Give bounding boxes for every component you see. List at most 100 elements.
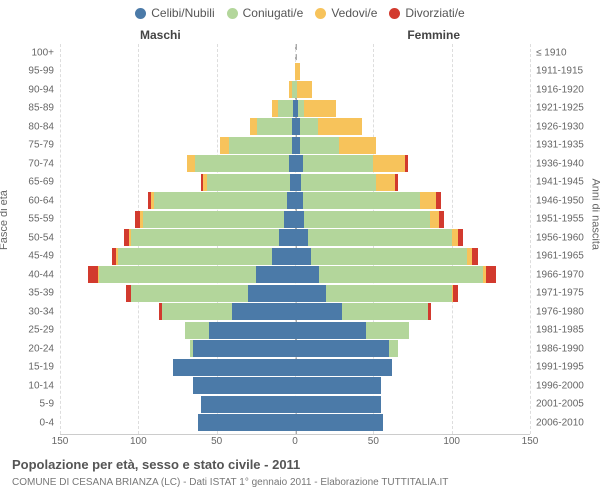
bar-segment-single	[232, 303, 295, 320]
bar-segment-single	[272, 248, 296, 265]
age-label: 75-79	[28, 140, 54, 151]
gridline	[530, 44, 531, 434]
pyramid-row: 80-841926-1930	[60, 118, 530, 135]
age-label: 70-74	[28, 158, 54, 169]
bar-segment-single	[201, 396, 295, 413]
birth-year-label: 1941-1945	[536, 177, 584, 188]
bar-segment-married	[308, 229, 452, 246]
age-label: 85-89	[28, 103, 54, 114]
female-bar	[295, 211, 530, 228]
bar-segment-single	[295, 322, 366, 339]
bar-segment-widowed	[430, 211, 439, 228]
bar-segment-widowed	[376, 174, 395, 191]
legend-label: Celibi/Nubili	[151, 6, 214, 20]
x-tick-label: 0	[292, 436, 298, 447]
legend-swatch	[227, 8, 238, 19]
age-label: 65-69	[28, 177, 54, 188]
male-bar	[60, 303, 295, 320]
bar-segment-widowed	[220, 137, 229, 154]
female-bar	[295, 377, 530, 394]
bar-segment-married	[131, 229, 280, 246]
birth-year-label: 1961-1965	[536, 251, 584, 262]
pyramid-row: 5-92001-2005	[60, 396, 530, 413]
male-bar	[60, 340, 295, 357]
age-label: 95-99	[28, 66, 54, 77]
female-bar	[295, 192, 530, 209]
bar-segment-single	[193, 377, 295, 394]
bar-segment-married	[303, 192, 421, 209]
birth-year-label: 1976-1980	[536, 306, 584, 317]
bar-segment-married	[389, 340, 398, 357]
bar-segment-single	[295, 340, 389, 357]
legend-label: Vedovi/e	[331, 6, 377, 20]
bar-segment-single	[295, 155, 303, 172]
bar-segment-married	[99, 266, 256, 283]
bar-segment-single	[279, 229, 295, 246]
age-label: 30-34	[28, 306, 54, 317]
bar-segment-divorced	[395, 174, 398, 191]
legend-label: Divorziati/e	[405, 6, 464, 20]
female-bar	[295, 303, 530, 320]
bar-segment-single	[295, 229, 308, 246]
bar-segment-single	[295, 303, 342, 320]
pyramid-row: 15-191991-1995	[60, 359, 530, 376]
age-label: 15-19	[28, 362, 54, 373]
age-label: 90-94	[28, 84, 54, 95]
bar-segment-widowed	[318, 118, 362, 135]
pyramid-row: 70-741936-1940	[60, 155, 530, 172]
birth-year-label: 2001-2005	[536, 399, 584, 410]
age-label: 0-4	[40, 417, 54, 428]
x-tick-label: 50	[368, 436, 379, 447]
pyramid-row: 35-391971-1975	[60, 285, 530, 302]
female-bar	[295, 174, 530, 191]
male-bar	[60, 155, 295, 172]
bar-segment-single	[295, 285, 326, 302]
age-label: 10-14	[28, 380, 54, 391]
bar-segment-married	[162, 303, 233, 320]
legend: Celibi/NubiliConiugati/eVedovi/eDivorzia…	[0, 6, 600, 22]
pyramid-row: 45-491961-1965	[60, 248, 530, 265]
bar-segment-married	[303, 155, 374, 172]
female-bar	[295, 396, 530, 413]
birth-year-label: 1996-2000	[536, 380, 584, 391]
x-axis-ticks: 15010050050100150	[60, 436, 530, 452]
bar-segment-married	[300, 118, 319, 135]
bar-segment-widowed	[250, 118, 258, 135]
bar-segment-married	[185, 322, 209, 339]
bar-segment-married	[342, 303, 428, 320]
bar-segment-married	[229, 137, 292, 154]
bar-segment-single	[295, 377, 381, 394]
x-tick-label: 100	[130, 436, 147, 447]
birth-year-label: 1916-1920	[536, 84, 584, 95]
male-bar	[60, 248, 295, 265]
bar-segment-married	[207, 174, 290, 191]
bar-segment-widowed	[420, 192, 436, 209]
age-label: 45-49	[28, 251, 54, 262]
pyramid-row: 30-341976-1980	[60, 303, 530, 320]
male-bar	[60, 118, 295, 135]
birth-year-label: 1931-1935	[536, 140, 584, 151]
bar-segment-married	[300, 137, 339, 154]
birth-year-label: 1911-1915	[536, 66, 583, 77]
bar-segment-married	[143, 211, 284, 228]
female-bar	[295, 359, 530, 376]
male-bar	[60, 414, 295, 431]
birth-year-label: 1981-1985	[536, 325, 584, 336]
bar-segment-single	[295, 359, 392, 376]
bar-segment-married	[118, 248, 272, 265]
male-bar	[60, 174, 295, 191]
x-tick-label: 50	[211, 436, 222, 447]
age-label: 80-84	[28, 121, 54, 132]
female-bar	[295, 340, 530, 357]
bar-segment-single	[295, 396, 381, 413]
pyramid-row: 10-141996-2000	[60, 377, 530, 394]
male-bar	[60, 81, 295, 98]
bar-segment-widowed	[297, 81, 313, 98]
bar-segment-married	[195, 155, 289, 172]
chart-title: Popolazione per età, sesso e stato civil…	[12, 457, 300, 472]
male-bar	[60, 377, 295, 394]
age-label: 100+	[31, 47, 54, 58]
bar-segment-single	[295, 192, 303, 209]
age-label: 40-44	[28, 269, 54, 280]
age-label: 60-64	[28, 195, 54, 206]
